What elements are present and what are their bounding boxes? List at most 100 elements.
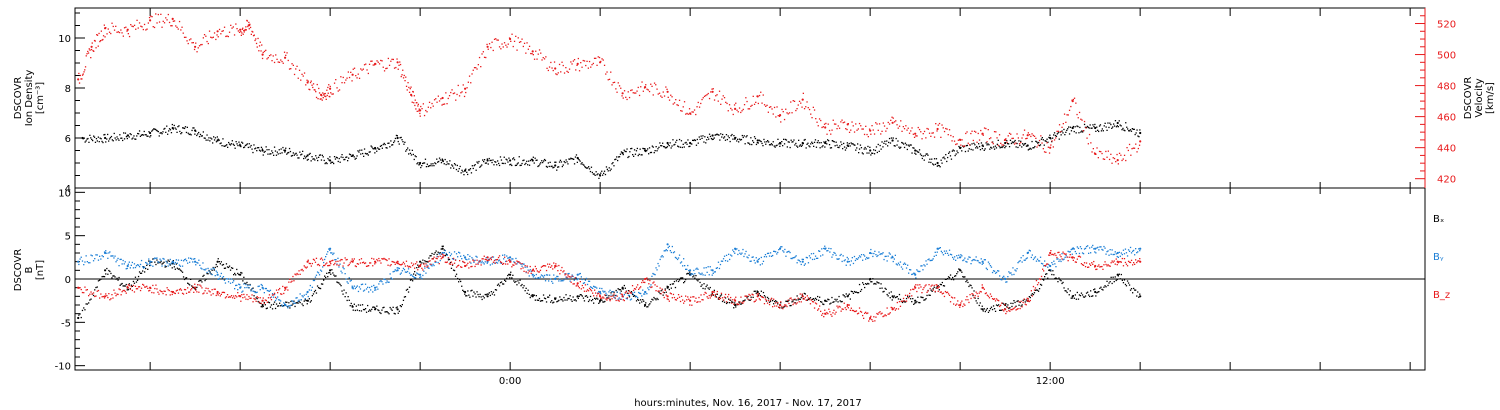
bx-series-point (711, 292, 713, 294)
ion-density-series-point (567, 163, 569, 165)
ion-density-series-point (873, 153, 876, 155)
ion-density-series-point (688, 145, 690, 148)
velocity-series-point (1052, 146, 1054, 148)
velocity-series-point (277, 61, 279, 63)
by-series-point (266, 289, 268, 292)
by-series-point (965, 260, 967, 263)
velocity-series-point (911, 127, 913, 129)
bx-series-point (416, 267, 418, 269)
velocity-series-point (316, 83, 318, 86)
velocity-series-point (1047, 146, 1049, 148)
by-series-point (549, 274, 551, 276)
velocity-series-point (635, 92, 637, 94)
by-series-point (416, 272, 418, 274)
bz-series-point (586, 289, 589, 291)
ion-density-series-point (247, 146, 249, 149)
by-series-point (911, 273, 913, 276)
by-series-point (413, 276, 415, 278)
bx-series-point (946, 278, 949, 280)
velocity-series-point (540, 52, 542, 54)
ion-density-series-point (103, 134, 105, 136)
velocity-series-point (683, 101, 686, 103)
by-series-point (1138, 248, 1140, 250)
by-series-point (201, 268, 203, 270)
velocity-series-point (950, 134, 952, 137)
ion-density-series-point (1073, 130, 1075, 133)
velocity-series-point (1101, 152, 1103, 155)
bx-series-point (229, 269, 232, 271)
bx-series-point (794, 302, 796, 304)
ion-density-series-point (645, 150, 647, 153)
bz-series-point (485, 258, 487, 261)
by-series-point (931, 259, 933, 261)
bz-series-point (131, 289, 133, 292)
bx-series-point (297, 302, 299, 304)
by-series-point (329, 249, 331, 251)
bz-series-point (580, 288, 582, 290)
ion-density-series-point (1011, 141, 1013, 143)
ion-density-series-point (485, 162, 488, 164)
by-series-point (913, 272, 915, 274)
by-series-point (205, 268, 207, 270)
by-series-point (901, 268, 904, 270)
bx-series-point (272, 303, 275, 305)
ion-density-series-point (1058, 138, 1060, 140)
bz-series-point (626, 297, 628, 299)
bx-series-point (514, 281, 516, 283)
bz-series-point (589, 289, 592, 291)
velocity-series-node (914, 132, 917, 135)
ion-density-series-point (196, 134, 198, 137)
velocity-series-point (84, 69, 86, 71)
by-series-point (730, 254, 732, 256)
bx-series-point (633, 295, 636, 297)
ion-density-series-point (178, 125, 180, 127)
bx-series-point (547, 296, 549, 298)
bx-series-point (257, 300, 259, 303)
by-series-point (640, 292, 642, 295)
bx-series-point (405, 289, 408, 291)
ion-density-series-point (92, 139, 94, 142)
bx-series-point (303, 300, 305, 302)
velocity-series-point (222, 30, 224, 32)
velocity-series-node (756, 95, 759, 98)
ion-density-series-point (1119, 124, 1121, 126)
bx-series-point (102, 275, 104, 278)
bz-series-point (620, 293, 622, 295)
velocity-series-point (962, 145, 964, 147)
ion-density-series-point (963, 146, 965, 148)
velocity-series-point (420, 105, 422, 108)
bx-series-point (394, 313, 396, 315)
ion-density-series-point (622, 153, 624, 156)
bz-series-point (95, 295, 97, 297)
ion-density-series-point (858, 148, 861, 150)
velocity-series-point (411, 95, 413, 97)
velocity-series-point (890, 119, 892, 121)
bz-series-point (596, 295, 598, 297)
bx-series-point (966, 279, 968, 282)
ion-density-series-point (727, 135, 729, 137)
bx-series-point (323, 279, 325, 281)
bx-series-point (319, 287, 322, 290)
bx-series-point (967, 281, 969, 284)
by-series-point (687, 264, 689, 267)
bx-series-point (481, 298, 483, 301)
by-series-point (99, 255, 101, 257)
ion-density-series-point (534, 157, 536, 159)
by-series-point (722, 258, 725, 260)
by-series-point (234, 288, 236, 290)
bz-series-point (526, 265, 528, 267)
bx-series-point (439, 252, 441, 254)
bx-series-point (458, 281, 460, 283)
bz-series-point (511, 266, 513, 268)
velocity-series-point (846, 128, 848, 131)
velocity-series-point (777, 115, 779, 117)
by-series-point (1023, 259, 1025, 261)
bz-series-point (460, 266, 462, 268)
bx-series-point (919, 302, 921, 304)
velocity-series-point (1116, 153, 1118, 156)
by-series-point (866, 256, 868, 259)
bx-series-point (422, 259, 424, 261)
bz-series-point (360, 258, 363, 260)
by-series-point (1101, 248, 1103, 251)
velocity-series-point (324, 95, 326, 97)
